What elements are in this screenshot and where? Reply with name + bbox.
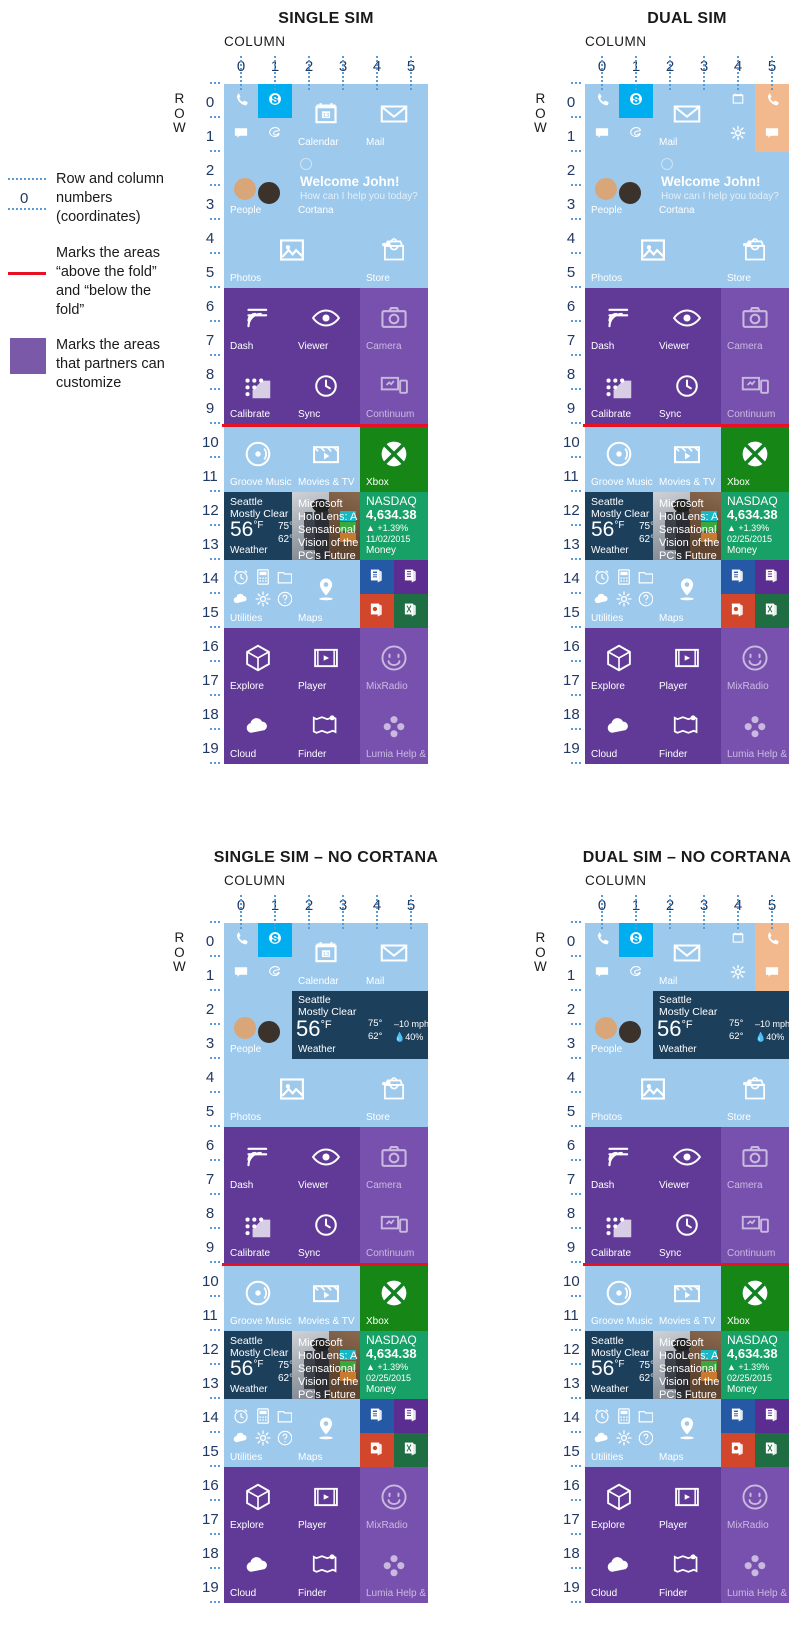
svg-text:13: 13 bbox=[323, 113, 329, 119]
svg-text:13: 13 bbox=[323, 952, 329, 958]
